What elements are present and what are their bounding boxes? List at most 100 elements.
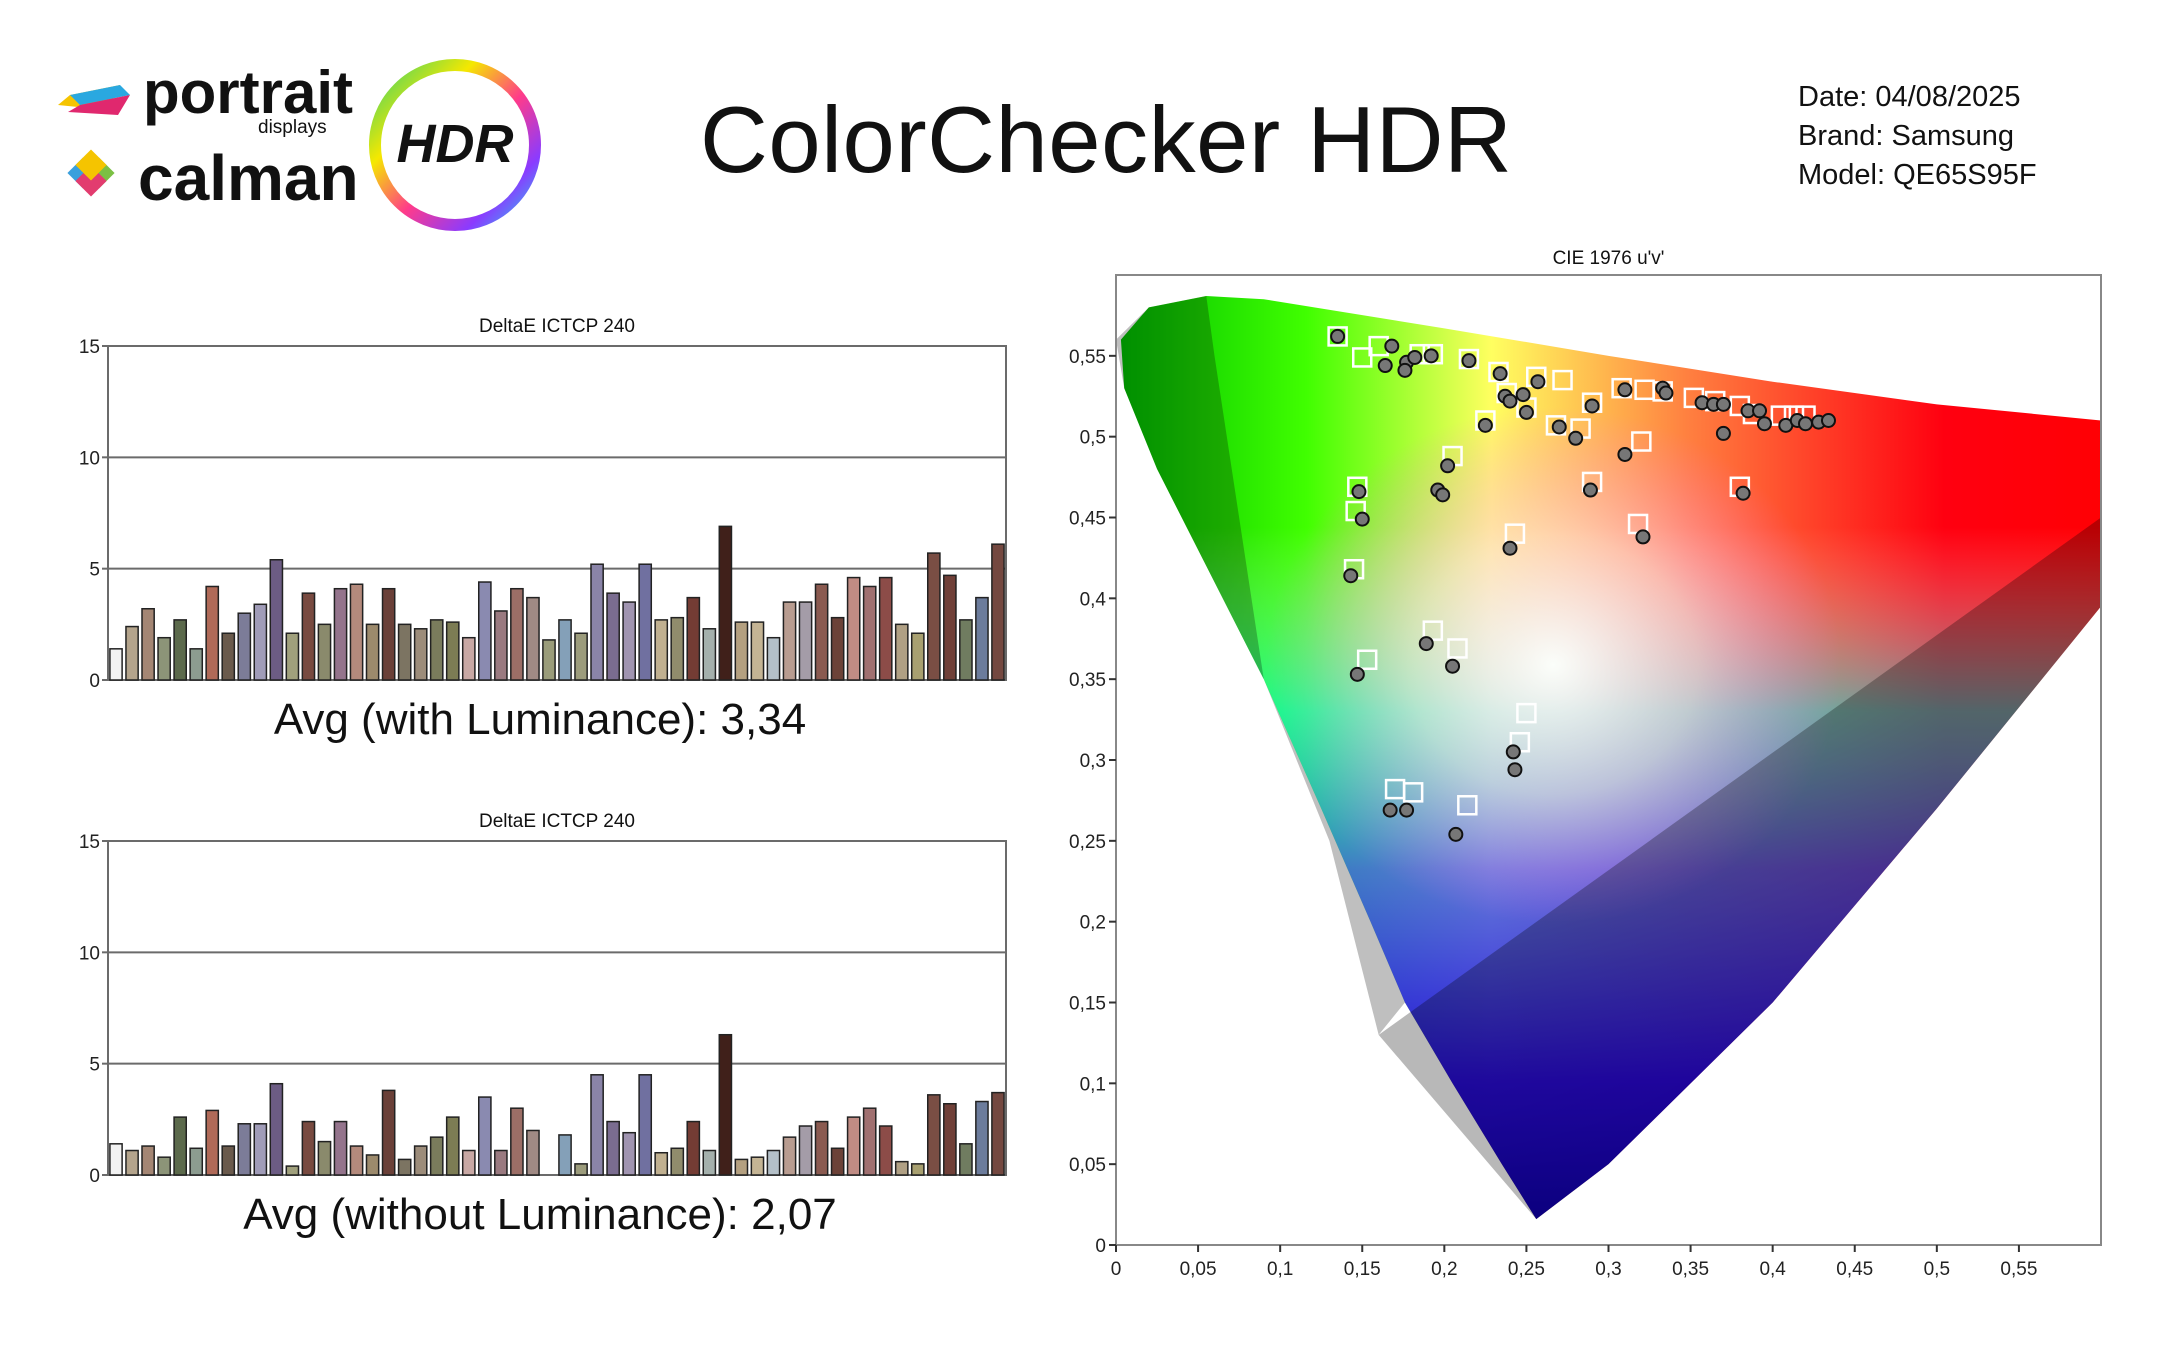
bar (654, 619, 669, 681)
measured-point (1551, 419, 1567, 435)
bar (494, 610, 508, 681)
bar (606, 1120, 620, 1176)
x-tick-label: 0,1 (1267, 1259, 1293, 1280)
measured-point (1492, 366, 1508, 382)
measured-point (1735, 485, 1751, 501)
y-tick-label: 0 (89, 671, 100, 690)
chart-title: CIE 1976 u'v' (1553, 248, 1665, 269)
bar (461, 636, 476, 681)
bar (510, 587, 524, 681)
bar (477, 581, 492, 681)
bar (269, 559, 284, 681)
bar (718, 525, 733, 681)
y-tick-label: 0 (89, 1166, 100, 1185)
bar (526, 1129, 540, 1176)
y-tick-label: 0,15 (1069, 994, 1106, 1015)
measured-point (1343, 568, 1359, 584)
measured-point (1820, 413, 1836, 428)
x-tick-label: 0,4 (1759, 1259, 1786, 1280)
bar (285, 1165, 300, 1176)
white-point-glow (1120, 296, 2101, 1220)
measured-point (1502, 540, 1518, 556)
bar (766, 1149, 781, 1176)
bar (109, 1143, 123, 1176)
bar (445, 1116, 460, 1176)
bar (285, 632, 300, 681)
bar (558, 1134, 572, 1176)
x-tick-label: 0,25 (1508, 1259, 1545, 1280)
measured-point (1756, 416, 1772, 432)
measured-point (1635, 529, 1651, 545)
measured-point (1423, 348, 1439, 364)
bar (638, 1074, 653, 1176)
chart-title: DeltaE ICTCP 240 (479, 316, 635, 337)
measured-point (1617, 446, 1633, 462)
target-marker (1356, 649, 1378, 671)
bar (702, 1149, 717, 1176)
measured-point (1515, 387, 1531, 403)
bar (846, 576, 861, 681)
bar (526, 596, 540, 681)
target-marker (1422, 343, 1444, 365)
bar (574, 1163, 588, 1176)
y-tick-label: 0,4 (1080, 589, 1107, 610)
bar (910, 632, 925, 681)
bar (558, 619, 572, 681)
measured-point (1445, 658, 1461, 674)
measured-point (1715, 396, 1731, 412)
calman-portrait-logo: portrait displays calman HDR (58, 59, 541, 231)
x-tick-label: 0 (1111, 1259, 1122, 1280)
bar (333, 1120, 348, 1176)
y-tick-label: 0,05 (1069, 1155, 1106, 1176)
bar (317, 1140, 332, 1176)
measured-point (1505, 744, 1521, 760)
report-date: Date: 04/08/2025 (1798, 81, 2021, 113)
measured-point (1384, 338, 1400, 354)
measured-point (1477, 417, 1493, 433)
bar (173, 1116, 188, 1176)
bar (734, 1158, 749, 1176)
deltae-without-luminance-chart: DeltaE ICTCP 240 0 5 10 15 (79, 811, 1007, 1185)
bar (910, 1163, 925, 1176)
y-tick-label: 15 (79, 832, 100, 853)
bar (830, 1147, 845, 1176)
bar (445, 621, 460, 681)
y-tick-label: 0,2 (1080, 913, 1106, 934)
bar (429, 1136, 444, 1176)
bar (141, 1145, 155, 1176)
target-marker (1422, 620, 1444, 641)
bar (301, 592, 316, 681)
bar (397, 1158, 412, 1176)
bar (782, 1136, 797, 1176)
bar (221, 632, 236, 681)
y-tick-label: 0,45 (1069, 509, 1106, 530)
bar (606, 592, 620, 681)
bar (189, 1147, 204, 1176)
measured-point (1407, 349, 1423, 365)
bar (959, 1143, 973, 1176)
bar (237, 1123, 252, 1176)
bar (125, 625, 139, 681)
measured-point (1330, 328, 1346, 344)
bar (718, 1033, 733, 1176)
bar (862, 1107, 877, 1176)
y-tick-label: 0,3 (1080, 751, 1106, 772)
bar (221, 1145, 236, 1176)
bar (429, 619, 444, 681)
bar (365, 623, 380, 681)
y-tick-label: 0,25 (1069, 832, 1106, 853)
report-model: Model: QE65S95F (1798, 159, 2037, 191)
measured-point (1440, 458, 1456, 474)
bar (943, 1102, 957, 1176)
target-marker (1327, 326, 1348, 347)
shadow-band-left (1116, 296, 1405, 1035)
bar (253, 1123, 268, 1176)
measured-point (1382, 802, 1398, 818)
measured-point (1377, 358, 1393, 374)
avg-without-luminance: Avg (without Luminance): 2,07 (243, 1190, 837, 1239)
bar (622, 1131, 637, 1176)
bar (590, 1074, 604, 1176)
measured-point (1435, 487, 1451, 503)
target-marker (1631, 431, 1652, 452)
target-marker (1552, 369, 1573, 391)
